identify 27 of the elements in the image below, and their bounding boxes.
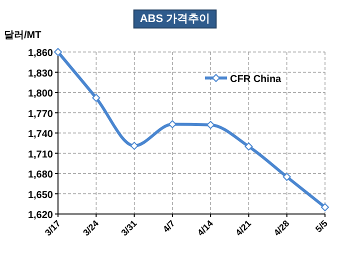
y-tick-label: 1,710	[28, 149, 54, 160]
point	[206, 120, 215, 129]
point	[54, 48, 62, 56]
y-tick-label: 1,800	[28, 88, 54, 100]
y-tick-label: 1,830	[28, 68, 54, 80]
x-tick-label: 4/21	[234, 218, 254, 238]
y-tick-label: 1,680	[28, 170, 54, 180]
y-tick-label: 1,860	[28, 48, 54, 59]
legend: CFR China	[205, 74, 282, 85]
point	[321, 203, 329, 212]
title: ABS 가격추이	[133, 10, 217, 28]
point	[168, 120, 176, 128]
legend-label: CFR China	[230, 74, 282, 85]
point	[130, 142, 138, 150]
y-tick-label: 1,770	[28, 108, 54, 120]
x-tick-label: 4/28	[272, 218, 292, 238]
x-tick-label: 4/7	[160, 218, 177, 234]
y-tick-label: 1,650	[28, 190, 54, 201]
point	[92, 94, 100, 102]
point	[282, 172, 291, 181]
point	[244, 142, 253, 150]
y-tick-label: 1,740	[28, 129, 54, 140]
y-axis-title: 달러/MT	[4, 30, 42, 41]
y-tick-label: 1,620	[28, 210, 54, 221]
chart-title: ABS 가격추이	[140, 13, 210, 25]
x-tick-label: 5/5	[313, 218, 330, 234]
x-tick-label: 3/31	[119, 218, 139, 238]
